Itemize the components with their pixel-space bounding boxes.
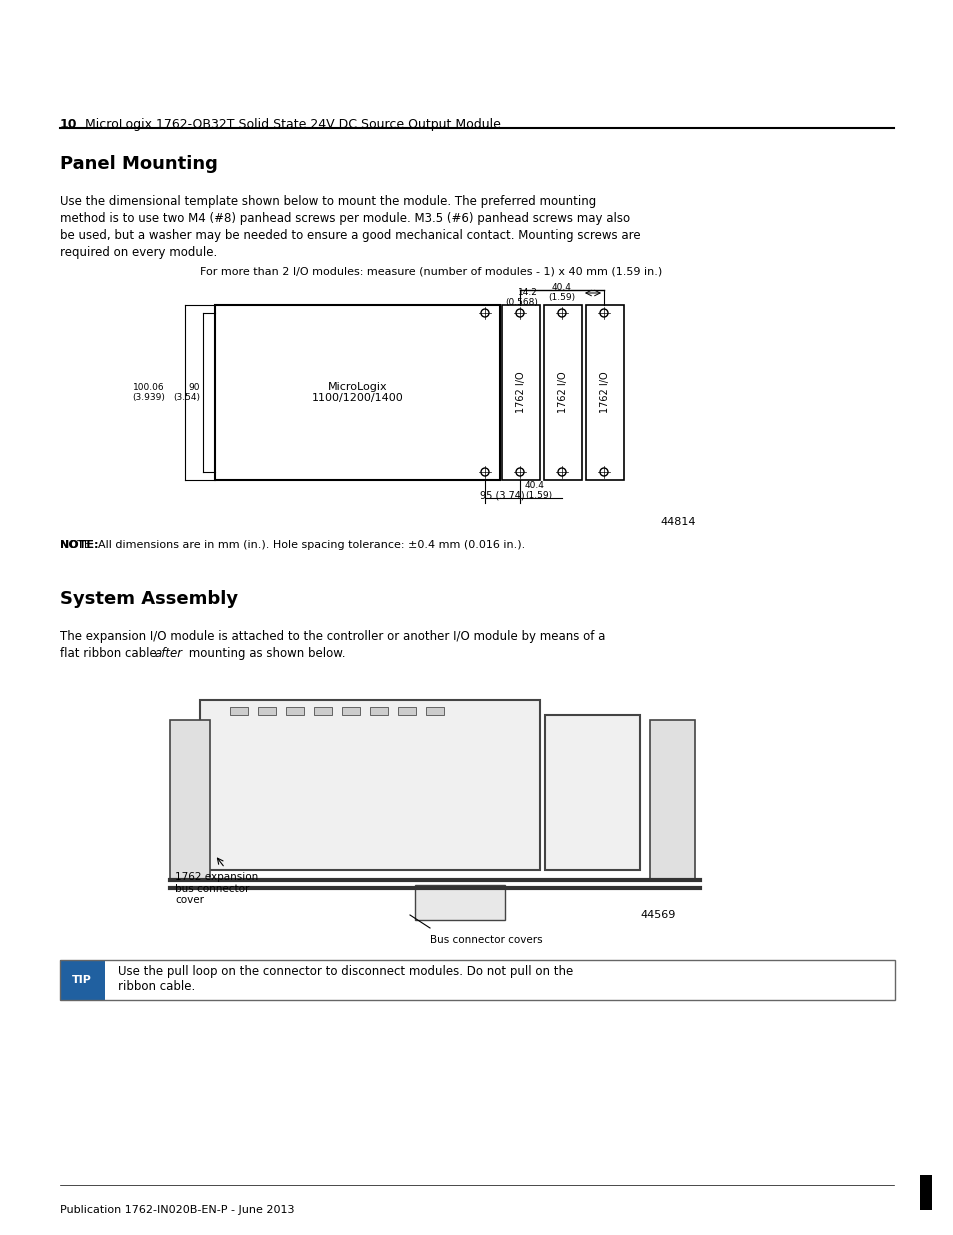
Bar xyxy=(415,885,504,920)
Bar xyxy=(426,706,443,715)
Text: 44814: 44814 xyxy=(659,517,695,527)
Text: 40.4
(1.59): 40.4 (1.59) xyxy=(548,283,575,303)
Text: 40.4
(1.59): 40.4 (1.59) xyxy=(524,480,552,500)
Text: 95 (3.74): 95 (3.74) xyxy=(479,490,524,500)
Text: MicroLogix 1762-OB32T Solid State 24V DC Source Output Module: MicroLogix 1762-OB32T Solid State 24V DC… xyxy=(85,119,500,131)
Text: 1762 I/O: 1762 I/O xyxy=(516,372,525,414)
Text: 10: 10 xyxy=(60,119,77,131)
Bar xyxy=(370,706,388,715)
Text: 1762 expansion
bus connector
cover: 1762 expansion bus connector cover xyxy=(174,872,258,905)
Bar xyxy=(341,706,359,715)
Bar xyxy=(543,305,581,480)
Text: Bus connector covers: Bus connector covers xyxy=(430,935,542,945)
Text: NOTE: All dimensions are in mm (in.). Hole spacing tolerance: ±0.4 mm (0.016 in.: NOTE: All dimensions are in mm (in.). Ho… xyxy=(60,540,525,550)
Bar xyxy=(501,305,539,480)
Bar xyxy=(286,706,304,715)
Bar xyxy=(200,700,539,869)
Circle shape xyxy=(516,468,523,475)
Text: Use the pull loop on the connector to disconnect modules. Do not pull on the
rib: Use the pull loop on the connector to di… xyxy=(118,965,573,993)
Text: The expansion I/O module is attached to the controller or another I/O module by : The expansion I/O module is attached to … xyxy=(60,630,605,643)
Text: flat ribbon cable: flat ribbon cable xyxy=(60,647,160,659)
Text: 100.06
(3.939): 100.06 (3.939) xyxy=(132,383,165,403)
Text: Use the dimensional template shown below to mount the module. The preferred moun: Use the dimensional template shown below… xyxy=(60,195,596,207)
Circle shape xyxy=(599,309,607,317)
Text: after: after xyxy=(154,647,183,659)
Text: 90
(3.54): 90 (3.54) xyxy=(172,383,200,403)
Bar xyxy=(314,706,332,715)
Text: be used, but a washer may be needed to ensure a good mechanical contact. Mountin: be used, but a washer may be needed to e… xyxy=(60,228,640,242)
Bar xyxy=(544,715,639,869)
Bar xyxy=(60,960,894,1000)
Text: method is to use two M4 (#8) panhead screws per module. M3.5 (#6) panhead screws: method is to use two M4 (#8) panhead scr… xyxy=(60,212,630,225)
Bar xyxy=(214,305,499,480)
Bar xyxy=(257,706,275,715)
Circle shape xyxy=(558,309,565,317)
Bar xyxy=(919,1174,931,1210)
Text: 1762 I/O: 1762 I/O xyxy=(599,372,609,414)
Text: Publication 1762-IN020B-EN-P - June 2013: Publication 1762-IN020B-EN-P - June 2013 xyxy=(60,1205,294,1215)
Text: Panel Mounting: Panel Mounting xyxy=(60,156,217,173)
Bar xyxy=(397,706,416,715)
Bar xyxy=(60,960,105,1000)
Text: required on every module.: required on every module. xyxy=(60,246,217,259)
Circle shape xyxy=(558,468,565,475)
Circle shape xyxy=(480,309,489,317)
Text: 44569: 44569 xyxy=(639,910,675,920)
Text: mounting as shown below.: mounting as shown below. xyxy=(185,647,345,659)
Text: System Assembly: System Assembly xyxy=(60,590,238,608)
Text: NOTE:: NOTE: xyxy=(60,540,98,550)
Text: TIP: TIP xyxy=(72,974,91,986)
Circle shape xyxy=(516,309,523,317)
Text: 1762 I/O: 1762 I/O xyxy=(558,372,567,414)
Text: MicroLogix
1100/1200/1400: MicroLogix 1100/1200/1400 xyxy=(312,382,403,404)
Bar xyxy=(170,720,210,881)
Bar xyxy=(585,305,623,480)
Text: For more than 2 I/O modules: measure (number of modules - 1) x 40 mm (1.59 in.): For more than 2 I/O modules: measure (nu… xyxy=(200,266,661,275)
Circle shape xyxy=(599,468,607,475)
Bar xyxy=(230,706,248,715)
Bar xyxy=(649,720,695,881)
Circle shape xyxy=(480,468,489,475)
Text: 14.2
(0.568): 14.2 (0.568) xyxy=(504,288,537,308)
